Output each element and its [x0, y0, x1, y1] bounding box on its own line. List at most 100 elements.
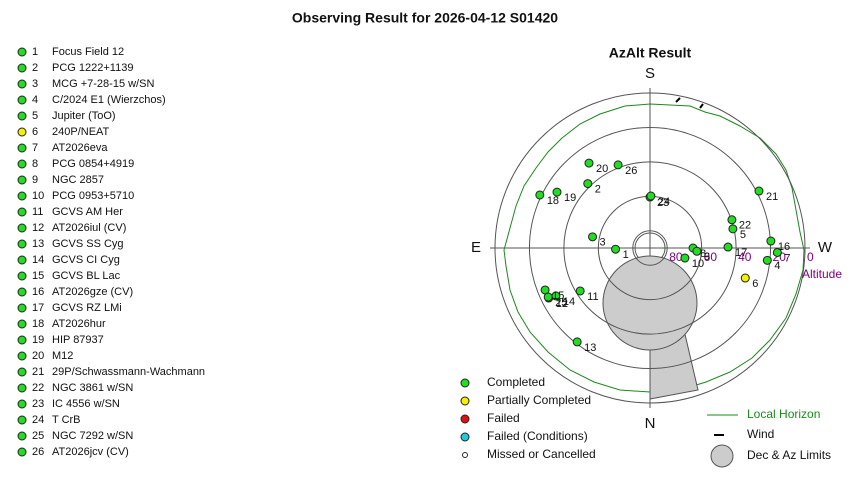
- altitude-tick-label: 40: [738, 250, 752, 264]
- target-label: 13: [584, 342, 596, 354]
- list-name: T CrB: [52, 414, 81, 426]
- target-marker: [584, 158, 594, 168]
- list-number: 5: [32, 110, 38, 122]
- target-label: 6: [752, 278, 758, 290]
- altitude-ring: [632, 230, 668, 266]
- target-marker: [575, 286, 585, 296]
- list-name: AT2026hur: [52, 318, 106, 330]
- target-label: 17: [735, 247, 747, 259]
- direction-label: W: [818, 239, 833, 256]
- list-number: 20: [32, 350, 44, 362]
- altitude-tick-label: 0: [807, 250, 814, 264]
- list-status-dot: [17, 191, 27, 201]
- list-status-dot: [17, 367, 27, 377]
- list-number: 26: [32, 446, 44, 458]
- list-number: 12: [32, 222, 44, 234]
- list-number: 18: [32, 318, 44, 330]
- list-name: GCVS CI Cyg: [52, 254, 120, 266]
- target-marker: [723, 242, 733, 252]
- list-number: 1: [32, 46, 38, 58]
- list-status-dot: [17, 207, 27, 217]
- target-label: 22: [739, 220, 751, 232]
- target-label: 1: [623, 249, 629, 261]
- list-name: NGC 7292 w/SN: [52, 430, 133, 442]
- list-status-dot: [17, 175, 27, 185]
- altitude-tick-label: 80: [669, 250, 683, 264]
- legend-dot: [462, 452, 468, 458]
- direction-label: N: [645, 415, 656, 432]
- legend-dot: [460, 414, 470, 424]
- list-name: HIP 87937: [52, 334, 104, 346]
- list-name: AT2026gze (CV): [52, 286, 133, 298]
- list-number: 22: [32, 382, 44, 394]
- target-label: 15: [552, 290, 564, 302]
- target-label: 24: [658, 196, 670, 208]
- target-marker: [680, 253, 690, 263]
- list-name: NGC 2857: [52, 174, 104, 186]
- list-status-dot: [17, 239, 27, 249]
- altitude-ring: [494, 92, 806, 404]
- target-label: 18: [547, 195, 559, 207]
- target-label: 8: [700, 248, 706, 260]
- list-number: 24: [32, 414, 44, 426]
- page-title: Observing Result for 2026-04-12 S01420: [292, 10, 558, 26]
- direction-label: S: [645, 65, 655, 82]
- list-status-dot: [17, 415, 27, 425]
- list-name: M12: [52, 350, 73, 362]
- target-label: 4: [774, 260, 780, 272]
- target-label: 10: [692, 258, 704, 270]
- legend-label: Completed: [487, 375, 545, 389]
- legend-label: Failed (Conditions): [487, 429, 588, 443]
- list-number: 7: [32, 142, 38, 154]
- list-status-dot: [17, 159, 27, 169]
- list-number: 11: [32, 206, 43, 218]
- list-status-dot: [17, 63, 27, 73]
- target-label: 3: [600, 237, 606, 249]
- list-name: GCVS BL Lac: [52, 270, 121, 282]
- list-number: 16: [32, 286, 44, 298]
- list-status-dot: [17, 47, 27, 57]
- legend-label: Local Horizon: [747, 407, 820, 421]
- target-marker: [613, 160, 623, 170]
- list-name: Focus Field 12: [52, 46, 124, 58]
- legend-label: Failed: [487, 411, 520, 425]
- list-name: 29P/Schwassmann-Wachmann: [52, 366, 205, 378]
- list-number: 2: [32, 62, 38, 74]
- legend: Local Horizon Wind Dec & Az Limits: [707, 407, 831, 468]
- list-number: 4: [32, 94, 38, 106]
- list-number: 14: [32, 254, 44, 266]
- target-label: 25: [555, 297, 567, 309]
- target-marker: [740, 273, 750, 283]
- target-marker: [583, 179, 593, 189]
- target-marker: [692, 246, 702, 256]
- altitude-ring: [528, 126, 772, 370]
- list-name: MCG +7-28-15 w/SN: [52, 78, 154, 90]
- target-marker: [572, 337, 582, 347]
- target-marker: [543, 292, 553, 302]
- altitude-tick-label: 60: [704, 250, 718, 264]
- target-marker: [552, 187, 562, 197]
- legend-dot: [460, 378, 470, 388]
- list-number: 8: [32, 158, 38, 170]
- target-marker: [762, 255, 772, 265]
- list-number: 6: [32, 126, 38, 138]
- list-status-dot: [17, 111, 27, 121]
- limits-legend-mark: [710, 444, 734, 468]
- list-status-dot: [17, 319, 27, 329]
- list-name: NGC 3861 w/SN: [52, 382, 133, 394]
- list-name: 240P/NEAT: [52, 126, 110, 138]
- list-name: AT2026eva: [52, 142, 108, 154]
- legend-label: Partially Completed: [487, 393, 591, 407]
- list-status-dot: [17, 431, 27, 441]
- list-name: PCG 0953+5710: [52, 190, 134, 202]
- list-name: IC 4556 w/SN: [52, 398, 120, 410]
- direction-label: E: [471, 239, 481, 256]
- list-name: Jupiter (ToO): [52, 110, 116, 122]
- target-marker: [728, 224, 738, 234]
- list-number: 21: [32, 366, 44, 378]
- target-label: 16: [778, 241, 790, 253]
- list-name: PCG 0854+4919: [52, 158, 134, 170]
- target-label: 14: [563, 296, 575, 308]
- list-number: 9: [32, 174, 38, 186]
